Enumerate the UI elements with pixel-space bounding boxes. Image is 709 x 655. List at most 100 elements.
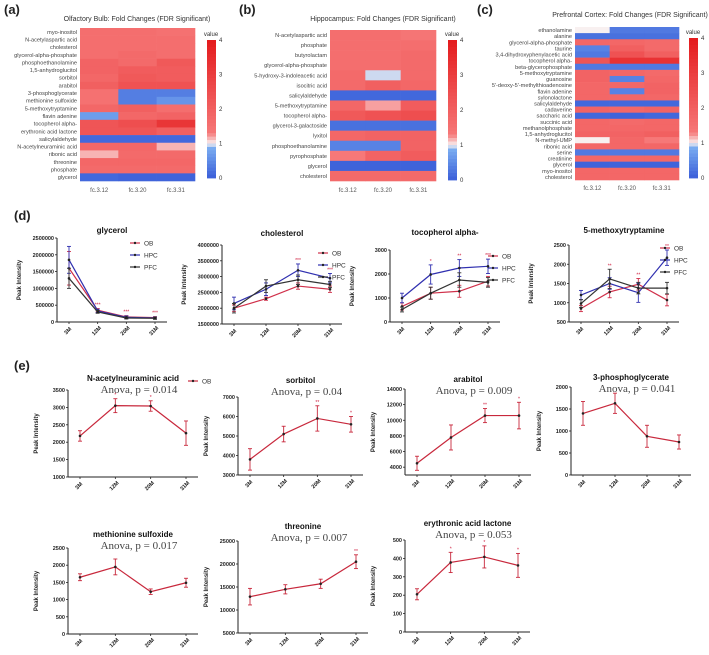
colorbar-segment (689, 104, 698, 109)
heatmap-row-label: glycerol (308, 164, 327, 170)
colorbar-segment (207, 77, 216, 82)
legend-label: OB (502, 254, 511, 261)
y-tick-label: 10000 (387, 418, 402, 424)
heatmap-cell (118, 66, 157, 75)
heatmap-cell (365, 170, 401, 182)
heatmap-row-label: butyrolactam (295, 53, 327, 59)
y-tick-label: 2500 (53, 423, 65, 429)
x-tick-label: 12M (603, 325, 615, 337)
heatmap-col-label: fc.3.12 (583, 186, 602, 192)
heatmap-cell (400, 70, 437, 81)
heatmap-cell (118, 127, 157, 136)
heatmap-row-label: 5-methoxytryptamine (520, 71, 572, 77)
heatmap-row-label: ethanolamine (538, 28, 572, 34)
series-line (233, 269, 331, 305)
heatmap-cell (365, 110, 401, 121)
data-point (429, 273, 432, 276)
heatmap-row-label: tocopherol alpha- (284, 114, 327, 120)
heatmap-row-label: myo-inositol (47, 30, 77, 36)
colorbar-segment (689, 45, 698, 49)
series-line (416, 414, 519, 464)
heatmap-cell (118, 119, 157, 128)
x-tick-label: 3M (575, 326, 585, 336)
heatmap-cell (156, 73, 196, 82)
heatmap-cell (575, 82, 610, 89)
anova-annotation: Anova, p = 0.017 (101, 540, 178, 552)
colorbar-segment (448, 99, 457, 104)
heatmap-cell (575, 27, 610, 34)
colorbar-segment (448, 47, 457, 51)
heatmap-row-label: salicylaldehyde (534, 102, 572, 108)
heatmap-row-label: ribonic acid (544, 144, 572, 150)
significance-marker: ** (315, 400, 319, 406)
significance-marker: *** (295, 258, 301, 264)
colorbar-segment (689, 59, 698, 63)
data-point (458, 278, 461, 282)
significance-marker: *** (152, 311, 158, 317)
data-point (449, 436, 453, 439)
legend-label: PFC (332, 275, 345, 282)
heatmap-row-label: salicylaldehyde (289, 93, 327, 99)
data-point (96, 310, 99, 314)
series-ob (581, 392, 681, 450)
heatmap-title: Prefrontal Cortex: Fold Changes (FDR Sig… (552, 12, 708, 19)
colorbar-segment (207, 74, 216, 79)
significance-marker: ** (608, 263, 612, 269)
heatmap-cell (400, 170, 437, 182)
heatmap-cell (609, 137, 645, 144)
y-tick-label: 1500 (556, 407, 568, 413)
colorbar-segment (689, 108, 698, 112)
series-line (249, 561, 357, 598)
significance-marker: * (114, 393, 116, 399)
heatmap-cell (644, 143, 680, 150)
heatmap-title: Hippocampus: Fold Changes (FDR Significa… (310, 16, 456, 23)
colorbar-segment (448, 110, 457, 114)
panel-label-b: (b) (239, 2, 256, 17)
legend-label: PFC (144, 265, 157, 272)
heatmap-row-label: saccharic acid (537, 114, 572, 120)
chart-title: N-acetylneuraminic acid (87, 374, 179, 383)
series-hpc (579, 249, 669, 303)
x-tick-label: 31M (179, 480, 191, 492)
heatmap-cell (156, 127, 196, 136)
legend-marker (663, 270, 667, 274)
legend-label: HPC (674, 258, 688, 265)
colorbar-segment (207, 109, 216, 113)
colorbar-segment (448, 50, 457, 55)
data-point (579, 293, 583, 297)
heatmap-cell (644, 33, 680, 40)
data-point (248, 458, 252, 461)
data-point (429, 291, 432, 295)
heatmap-cell (80, 158, 119, 166)
y-axis-label: Peak Intensity (204, 566, 210, 607)
heatmap-cell (118, 28, 157, 36)
heatmap-cell (644, 45, 680, 52)
data-point (458, 266, 461, 270)
heatmap-row-label: sorbitol (59, 76, 77, 82)
heatmap-cell (644, 112, 680, 120)
colorbar-segment (448, 169, 457, 174)
heatmap-row-label: flavin adenine (537, 89, 572, 95)
heatmap-cell (400, 150, 437, 162)
heatmap-cell (156, 119, 196, 128)
y-tick-label: 2000 (375, 272, 387, 278)
heatmap-cell (365, 60, 401, 71)
colorbar-segment (207, 136, 216, 141)
series-ob (78, 398, 188, 446)
heatmap-cell (365, 120, 401, 131)
heatmap-cell (365, 80, 401, 91)
heatmap-cell (330, 140, 366, 152)
x-tick-label: 3M (63, 326, 73, 336)
panel-label-a: (a) (4, 2, 20, 17)
heatmap-cell (400, 130, 437, 142)
heatmap-cell (330, 170, 366, 182)
colorbar-segment (207, 171, 216, 175)
y-tick-label: 2500000 (198, 290, 219, 296)
legend-marker (321, 275, 325, 279)
y-tick-label: 1500 (53, 580, 65, 586)
legend-marker (133, 265, 137, 269)
heatmap-cell (156, 81, 196, 90)
colorbar-segment (448, 131, 457, 135)
